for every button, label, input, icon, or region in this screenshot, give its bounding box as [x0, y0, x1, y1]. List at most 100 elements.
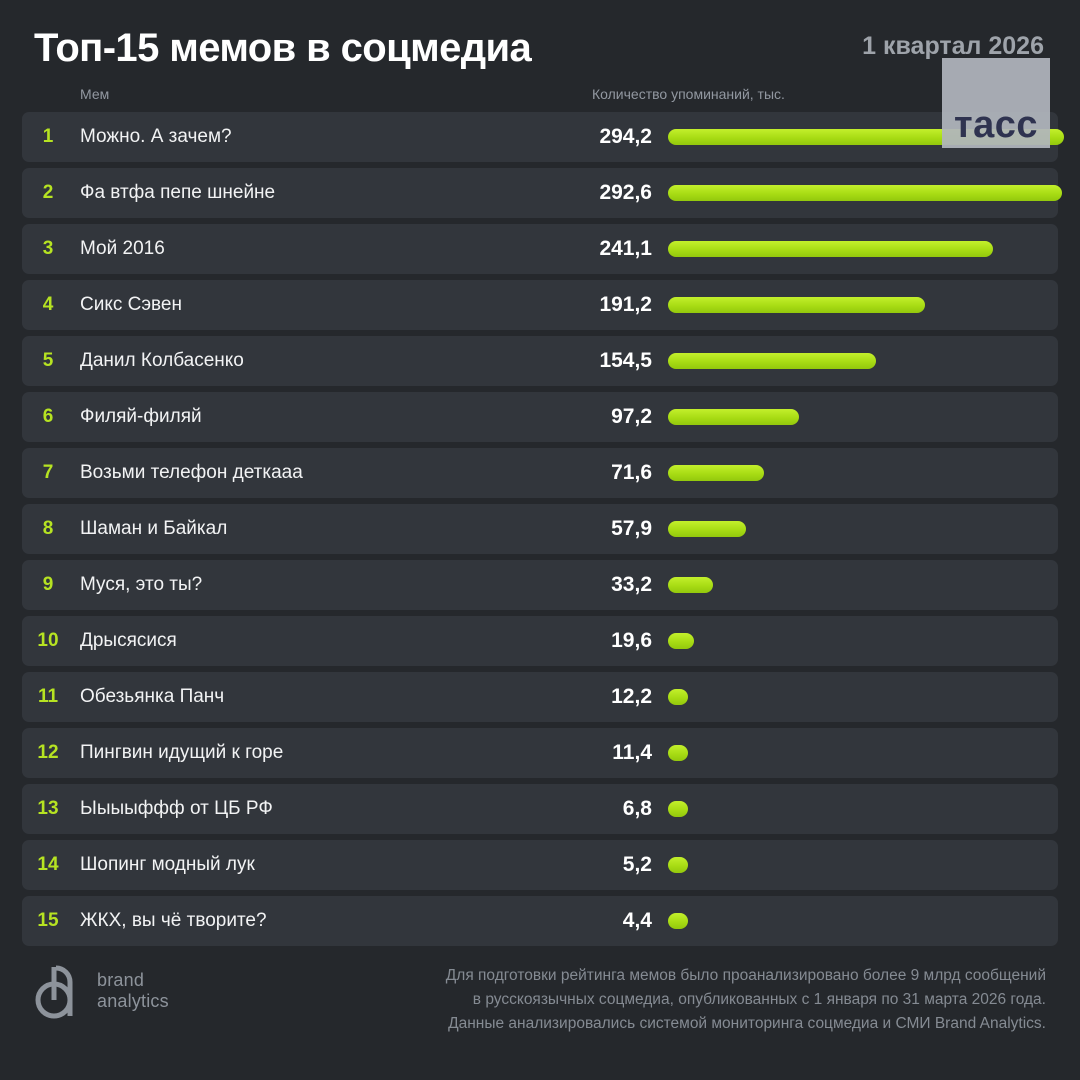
rank-number: 8 — [42, 518, 54, 539]
mention-value: 4,4 — [622, 909, 652, 932]
rank-number: 10 — [37, 630, 59, 651]
table-row: 15 ЖКХ, вы чё творите? 4,4 — [22, 896, 1058, 946]
rank-number: 13 — [37, 798, 59, 819]
meme-name: Возьми телефон деткааа — [80, 462, 303, 483]
rank-number: 2 — [42, 182, 54, 203]
column-headers: Мем Количество упоминаний, тыс. — [22, 86, 1058, 112]
mention-value: 292,6 — [599, 181, 652, 204]
value-bar — [668, 353, 876, 369]
table-row: 6 Филяй-филяй 97,2 — [22, 392, 1058, 442]
table-row: 2 Фа втфа пепе шнейне 292,6 — [22, 168, 1062, 218]
rank-number: 1 — [42, 126, 54, 147]
value-bar — [668, 465, 764, 481]
ranking-table: 1 Можно. А зачем? 294,2 2 Фа втфа пепе шнейн… — [22, 112, 1064, 946]
bar-track — [668, 689, 1052, 705]
mention-value: 11,4 — [612, 741, 652, 764]
page-title: Топ-15 мемов в соцмедиа — [34, 26, 532, 70]
mention-value: 33,2 — [611, 573, 652, 596]
footer-note: Для подготовки рейтинга мемов было проан… — [446, 956, 1046, 1036]
meme-name: Данил Колбасенко — [80, 350, 244, 371]
mention-value: 241,1 — [599, 237, 652, 260]
meme-name: Шопинг модный лук — [80, 854, 255, 875]
table-row: 13 Ыыыыффф от ЦБ РФ 6,8 — [22, 784, 1058, 834]
table-row: 4 Сикс Сэвен 191,2 — [22, 280, 1058, 330]
tass-logo-text: тасс — [953, 104, 1038, 146]
brand-analytics-logo: brand analytics — [34, 956, 169, 1020]
table-row: 8 Шаман и Байкал 57,9 — [22, 504, 1058, 554]
bar-track — [668, 409, 1052, 425]
meme-name: Ыыыыффф от ЦБ РФ — [80, 798, 273, 819]
table-row: 5 Данил Колбасенко 154,5 — [22, 336, 1058, 386]
footer: brand analytics Для подготовки рейтинга … — [0, 956, 1080, 1062]
mention-value: 12,2 — [611, 685, 652, 708]
column-header-meme: Мем — [80, 86, 110, 102]
rank-number: 3 — [42, 238, 54, 259]
mention-value: 5,2 — [622, 853, 652, 876]
table-row: 1 Можно. А зачем? 294,2 — [22, 112, 1064, 162]
table-row: 3 Мой 2016 241,1 — [22, 224, 1058, 274]
rank-number: 11 — [37, 686, 59, 707]
footer-note-line-3: Данные анализировались системой монитори… — [448, 1015, 1046, 1033]
bar-track — [668, 577, 1052, 593]
footer-note-line-1: Для подготовки рейтинга мемов было проан… — [445, 967, 1046, 984]
value-bar — [668, 913, 688, 929]
bar-track — [668, 745, 1052, 761]
tass-logo: тасс — [942, 58, 1050, 148]
value-bar — [668, 633, 694, 649]
meme-name: Филяй-филяй — [80, 406, 202, 427]
rank-number: 7 — [42, 462, 54, 483]
value-bar — [668, 745, 688, 761]
value-bar — [668, 241, 993, 257]
mention-value: 154,5 — [599, 349, 652, 372]
mention-value: 57,9 — [611, 517, 652, 540]
ba-monogram-icon — [35, 965, 73, 1019]
bar-track — [668, 801, 1052, 817]
rank-number: 5 — [42, 350, 54, 371]
rank-number: 9 — [42, 574, 54, 595]
ba-word-brand: brand — [97, 969, 145, 990]
meme-name: Обезьянка Панч — [80, 686, 225, 707]
mention-value: 97,2 — [611, 405, 652, 428]
value-bar — [668, 185, 1062, 201]
meme-name: ЖКХ, вы чё творите? — [80, 910, 267, 931]
bar-track — [668, 241, 1052, 257]
rank-number: 12 — [37, 742, 59, 763]
column-header-mentions: Количество упоминаний, тыс. — [592, 86, 785, 102]
bar-track — [668, 185, 1062, 201]
table-row: 10 Дрысясися 19,6 — [22, 616, 1058, 666]
mention-value: 19,6 — [611, 629, 652, 652]
mention-value: 191,2 — [599, 293, 652, 316]
rank-number: 14 — [37, 854, 59, 875]
meme-name: Сикс Сэвен — [80, 294, 182, 315]
bar-track — [668, 353, 1052, 369]
meme-name: Можно. А зачем? — [80, 126, 232, 147]
table-row: 12 Пингвин идущий к горе 11,4 — [22, 728, 1058, 778]
meme-name: Шаман и Байкал — [80, 518, 228, 539]
meme-name: Фа втфа пепе шнейне — [80, 182, 276, 203]
brand-analytics-wordmark: brand analytics — [97, 970, 169, 1012]
meme-name: Пингвин идущий к горе — [80, 742, 284, 763]
bar-track — [668, 521, 1052, 537]
value-bar — [668, 409, 799, 425]
bar-track — [668, 913, 1052, 929]
bar-track — [668, 633, 1052, 649]
bar-track — [668, 297, 1052, 313]
value-bar — [668, 801, 688, 817]
table-row: 14 Шопинг модный лук 5,2 — [22, 840, 1058, 890]
mention-value: 71,6 — [611, 461, 652, 484]
value-bar — [668, 577, 713, 593]
meme-name: Мой 2016 — [80, 238, 165, 259]
rank-number: 4 — [42, 294, 54, 315]
header: Топ-15 мемов в соцмедиа 1 квартал 2026 т… — [0, 0, 1080, 148]
value-bar — [668, 297, 925, 313]
bar-track — [668, 857, 1052, 873]
mention-value: 6,8 — [622, 797, 652, 820]
table-row: 11 Обезьянка Панч 12,2 — [22, 672, 1058, 722]
meme-name: Дрысясися — [80, 630, 177, 651]
mention-value: 294,2 — [599, 125, 652, 148]
table-row: 7 Возьми телефон деткааа 71,6 — [22, 448, 1058, 498]
table-row: 9 Муся, это ты? 33,2 — [22, 560, 1058, 610]
meme-name: Муся, это ты? — [80, 574, 203, 595]
ba-word-analytics: analytics — [97, 991, 169, 1011]
quarter-label: 1 квартал 2026 — [862, 32, 1044, 60]
